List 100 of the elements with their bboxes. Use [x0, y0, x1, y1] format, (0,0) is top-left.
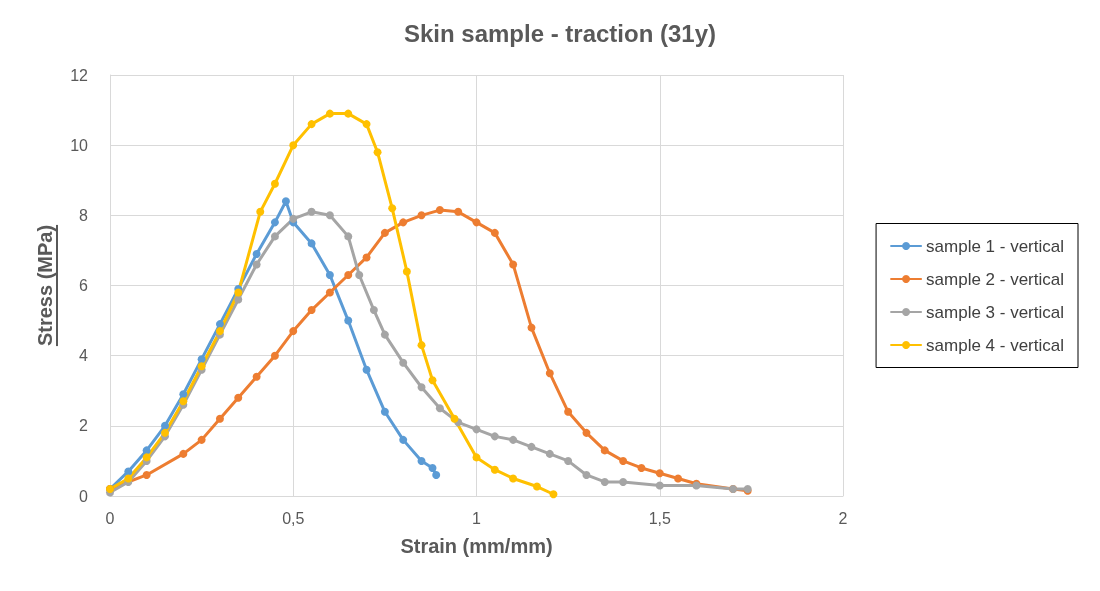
point — [509, 474, 518, 483]
legend-label: sample 2 - vertical — [926, 269, 1064, 289]
x-axis-title: Strain (mm/mm) — [400, 535, 553, 557]
y-axis-title: Stress (MPa) — [34, 224, 56, 347]
point — [527, 323, 536, 332]
point — [270, 218, 279, 227]
point — [270, 179, 279, 188]
point — [417, 341, 426, 350]
point — [252, 372, 261, 381]
point — [289, 141, 298, 150]
x-tick-label: 1 — [472, 509, 482, 527]
point — [564, 407, 573, 416]
point — [417, 456, 426, 465]
point — [674, 474, 683, 483]
point — [428, 376, 437, 385]
point — [490, 432, 499, 441]
point — [362, 365, 371, 374]
point — [399, 435, 408, 444]
point — [619, 456, 628, 465]
point — [215, 320, 224, 329]
point — [655, 469, 664, 478]
point — [215, 414, 224, 423]
point — [197, 435, 206, 444]
point — [362, 253, 371, 262]
point — [637, 463, 646, 472]
point — [490, 228, 499, 237]
point — [509, 260, 518, 269]
point — [472, 218, 481, 227]
point — [564, 456, 573, 465]
point — [307, 207, 316, 216]
y-tick-label: 4 — [79, 347, 89, 365]
point — [402, 267, 411, 276]
point — [289, 214, 298, 223]
point — [344, 232, 353, 241]
point — [270, 232, 279, 241]
point — [270, 351, 279, 360]
point — [307, 120, 316, 129]
point — [619, 477, 628, 486]
point — [142, 470, 151, 479]
point — [582, 428, 591, 437]
legend-label: sample 1 - vertical — [926, 236, 1064, 256]
point — [549, 490, 558, 499]
point — [369, 306, 378, 315]
point — [179, 390, 188, 399]
point — [472, 453, 481, 462]
legend-label: sample 4 - vertical — [926, 335, 1064, 355]
point — [380, 330, 389, 339]
point — [545, 369, 554, 378]
x-tick-label: 0 — [105, 509, 115, 527]
point — [179, 449, 188, 458]
point — [289, 327, 298, 336]
point — [344, 270, 353, 279]
point — [417, 211, 426, 220]
point — [307, 239, 316, 248]
point — [234, 295, 243, 304]
point — [380, 407, 389, 416]
point — [256, 207, 265, 216]
point — [399, 358, 408, 367]
point — [399, 218, 408, 227]
point — [325, 270, 334, 279]
point — [582, 470, 591, 479]
point — [545, 449, 554, 458]
point — [252, 249, 261, 258]
y-tick-label: 10 — [70, 136, 89, 154]
x-tick-label: 1,5 — [648, 509, 671, 527]
point — [344, 109, 353, 118]
legend-label: sample 3 - vertical — [926, 302, 1064, 322]
point — [490, 465, 499, 474]
point — [160, 428, 169, 437]
point — [435, 206, 444, 215]
point — [325, 288, 334, 297]
point — [509, 435, 518, 444]
point — [435, 404, 444, 413]
point — [380, 228, 389, 237]
point — [454, 207, 463, 216]
point — [532, 482, 541, 491]
point — [373, 148, 382, 157]
y-tick-label: 6 — [79, 277, 89, 294]
point — [417, 383, 426, 392]
point — [355, 270, 364, 279]
point — [600, 446, 609, 455]
y-tick-label: 2 — [79, 417, 89, 435]
x-tick-label: 0,5 — [282, 509, 305, 527]
point — [450, 414, 459, 423]
point — [325, 109, 334, 118]
x-tick-label: 2 — [838, 509, 848, 527]
point — [281, 197, 290, 206]
point — [252, 260, 261, 269]
point — [362, 120, 371, 129]
point — [234, 288, 243, 297]
point — [388, 204, 397, 213]
point — [428, 463, 437, 472]
point — [325, 211, 334, 220]
point — [307, 306, 316, 315]
y-tick-label: 0 — [79, 487, 89, 505]
y-tick-label: 12 — [70, 66, 89, 84]
y-tick-label: 8 — [79, 206, 89, 224]
point — [160, 421, 169, 430]
point — [344, 316, 353, 325]
chart-title: Skin sample - traction (31y) — [403, 19, 717, 47]
